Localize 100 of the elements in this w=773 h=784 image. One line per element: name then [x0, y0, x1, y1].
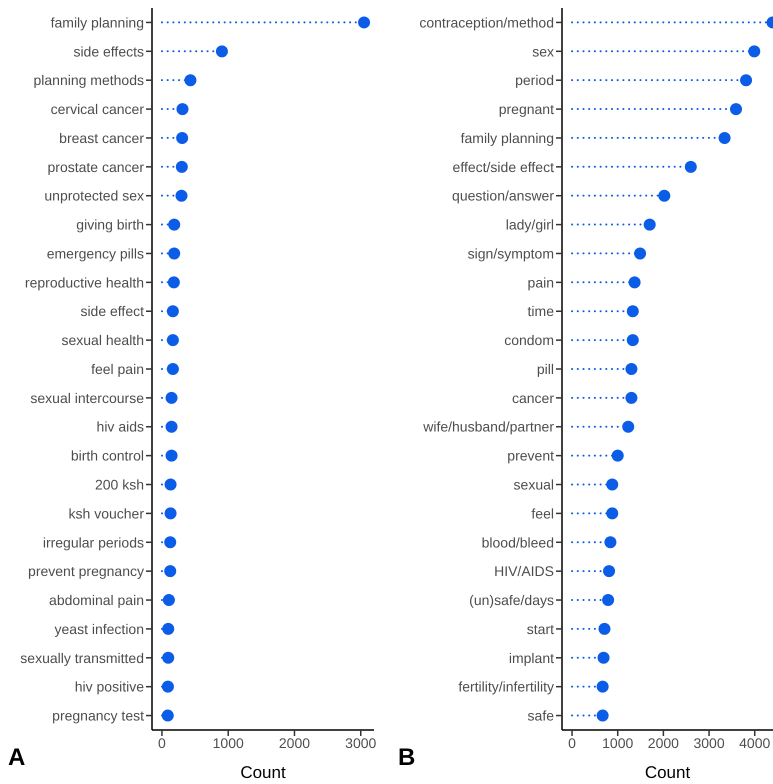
point — [596, 680, 609, 693]
y-tick-label: irregular periods — [42, 534, 144, 550]
point — [164, 507, 177, 520]
point — [606, 507, 618, 520]
point — [598, 622, 610, 635]
x-tick-label: 1000 — [212, 734, 244, 751]
point — [166, 392, 178, 404]
point — [176, 132, 188, 144]
x-axis-title: Count — [240, 763, 286, 782]
point — [628, 276, 641, 288]
point — [612, 450, 624, 462]
y-tick-label: pain — [528, 274, 554, 290]
y-tick-label: contraception/method — [419, 14, 554, 30]
y-tick-label: (un)safe/days — [469, 592, 554, 608]
y-tick-label: giving birth — [76, 216, 144, 233]
x-tick-label: 3000 — [345, 734, 377, 751]
y-tick-label: pregnancy test — [52, 708, 144, 724]
point — [166, 334, 179, 346]
y-tick-label: feel pain — [91, 360, 144, 377]
y-tick-label: side effects — [73, 43, 144, 60]
y-tick-label: safe — [528, 708, 554, 724]
y-tick-label: prevent pregnancy — [28, 563, 144, 580]
y-tick-label: emergency pills — [46, 245, 144, 262]
point — [162, 622, 174, 635]
point — [176, 103, 188, 116]
point — [162, 594, 175, 606]
point — [168, 276, 180, 288]
point — [626, 305, 639, 318]
point — [604, 536, 616, 548]
y-tick-label: abdominal pain — [49, 592, 144, 608]
y-tick-label: sign/symptom — [468, 245, 554, 262]
y-tick-label: lady/girl — [506, 216, 554, 233]
y-tick-label: blood/bleed — [482, 534, 554, 550]
y-tick-label: yeast infection — [54, 620, 144, 637]
point — [162, 680, 174, 693]
x-tick-label: 4000 — [739, 734, 771, 751]
point — [730, 103, 742, 116]
point — [168, 247, 180, 260]
point — [358, 16, 370, 28]
x-tick-label: 0 — [158, 734, 166, 751]
y-tick-label: family planning — [460, 130, 554, 146]
point — [625, 392, 638, 404]
y-tick-label: pregnant — [498, 101, 554, 118]
y-tick-label: sex — [532, 43, 554, 60]
point — [598, 652, 610, 664]
point — [602, 594, 614, 606]
point — [718, 132, 731, 144]
point — [162, 710, 174, 722]
y-tick-label: family planning — [50, 14, 144, 30]
y-tick-label: condom — [504, 332, 554, 348]
text: A — [8, 744, 26, 772]
point — [644, 218, 656, 231]
x-tick-label: 1000 — [602, 734, 634, 751]
point — [622, 420, 634, 433]
point — [216, 45, 228, 58]
point — [162, 652, 174, 664]
y-tick-label: time — [528, 303, 554, 320]
y-tick-label: question/answer — [452, 188, 554, 204]
point — [626, 334, 639, 346]
y-tick-label: sexual — [514, 476, 554, 492]
y-tick-label: ksh voucher — [68, 505, 144, 522]
y-tick-label: reproductive health — [24, 274, 144, 290]
y-tick-label: period — [515, 72, 554, 88]
x-tick-label: 2000 — [648, 734, 680, 751]
y-tick-label: effect/side effect — [452, 158, 554, 175]
point — [184, 74, 196, 86]
point — [748, 45, 760, 58]
x-tick-label: 2000 — [278, 734, 310, 751]
y-tick-label: breast cancer — [59, 130, 144, 146]
y-tick-label: cancer — [512, 390, 554, 406]
text: B — [398, 744, 416, 772]
point — [168, 218, 180, 231]
y-tick-label: sexually transmitted — [20, 650, 144, 666]
y-tick-label: hiv positive — [74, 678, 144, 695]
y-tick-label: HIV/AIDS — [494, 563, 554, 580]
y-tick-label: planning methods — [33, 72, 144, 88]
point — [625, 363, 638, 375]
point — [603, 565, 616, 578]
point — [175, 190, 188, 202]
y-tick-label: pill — [536, 360, 554, 377]
point — [164, 478, 177, 491]
y-tick-label: side effect — [80, 303, 144, 320]
y-tick-label: prevent — [507, 448, 554, 464]
y-tick-label: sexual health — [61, 332, 144, 348]
point — [164, 536, 176, 548]
point — [166, 420, 178, 433]
y-tick-label: prostate cancer — [48, 158, 144, 175]
y-tick-label: birth control — [70, 448, 144, 464]
y-tick-label: wife/husband/partner — [422, 418, 554, 435]
y-tick-label: fertility/infertility — [458, 678, 554, 695]
y-tick-label: unprotected sex — [44, 188, 144, 204]
point — [166, 450, 178, 462]
y-tick-label: feel — [531, 505, 554, 522]
point — [634, 247, 646, 260]
y-tick-label: sexual intercourse — [30, 390, 144, 406]
point — [166, 363, 179, 375]
y-tick-label: start — [526, 620, 554, 637]
point — [596, 710, 609, 722]
point — [164, 565, 176, 578]
point — [740, 74, 752, 86]
